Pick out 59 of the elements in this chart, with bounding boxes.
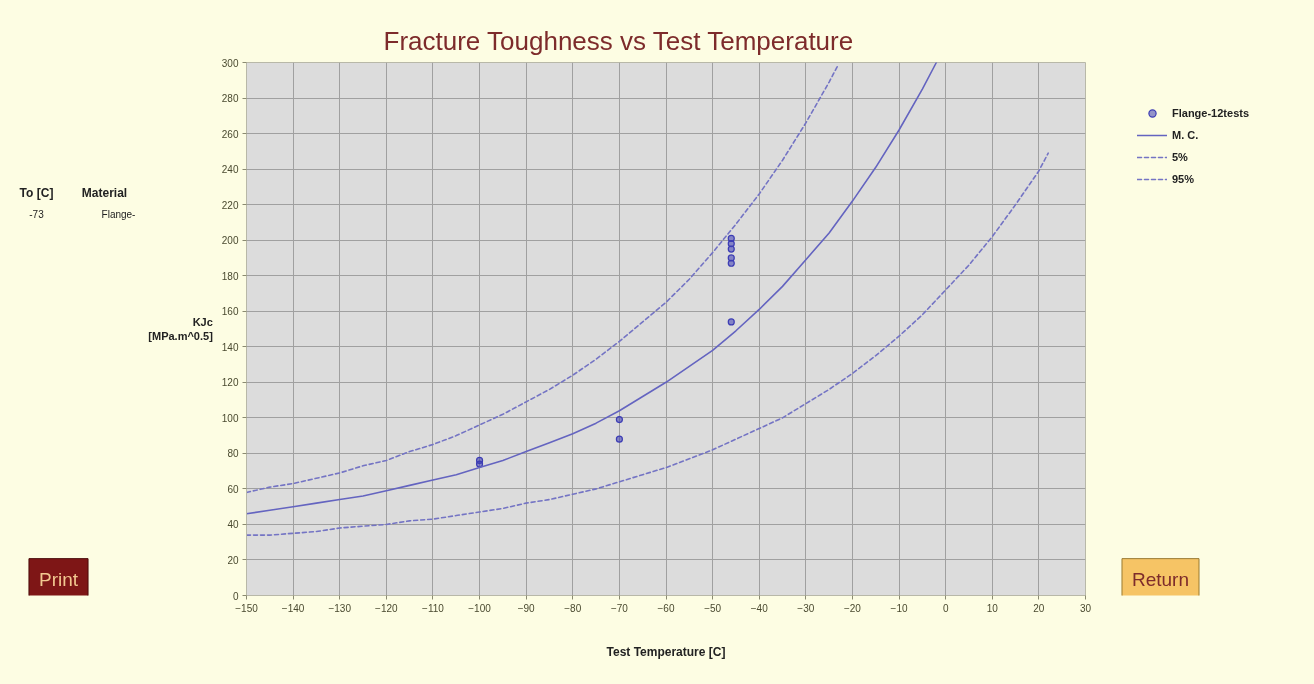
x-tick-label: −130 — [328, 602, 352, 614]
y-tick-label: 40 — [227, 519, 239, 531]
y-tick-label: 280 — [221, 93, 239, 105]
y-tick-label: 200 — [221, 235, 239, 247]
y-tick-label: 20 — [227, 554, 239, 566]
x-tick-label: −150 — [235, 602, 259, 614]
y-tick-label: 120 — [221, 377, 239, 389]
y-tick-label: 60 — [227, 483, 239, 495]
y-tick-label: 0 — [232, 590, 239, 602]
text: Return — [1131, 568, 1190, 590]
text: Print — [38, 568, 79, 590]
x-tick-label: −10 — [890, 602, 908, 614]
legend-label: Flange-12tests — [1172, 107, 1250, 119]
x-tick-label: −90 — [517, 602, 536, 614]
y-tick-label: 240 — [221, 164, 239, 176]
chart-title: Fracture Toughness vs Test Temperature — [383, 25, 854, 56]
x-tick-label: −80 — [564, 602, 582, 614]
y-tick-label: 300 — [221, 57, 239, 69]
point — [727, 240, 735, 248]
point — [727, 254, 735, 262]
point — [727, 259, 735, 267]
x-tick-label: −100 — [468, 602, 492, 614]
x-tick-label: 20 — [1033, 602, 1045, 614]
x-tick-label: −40 — [750, 602, 769, 614]
point — [727, 318, 735, 326]
text: -73 — [29, 209, 45, 221]
y-tick-label: 260 — [221, 128, 239, 140]
x-tick-label: −140 — [281, 602, 305, 614]
x-tick-label: 0 — [942, 602, 949, 614]
point — [475, 460, 484, 468]
y-tick-label: 180 — [221, 270, 239, 282]
x-tick-label: −120 — [375, 602, 399, 614]
text: Flange- — [101, 208, 136, 220]
x-tick-label: −70 — [610, 602, 629, 614]
legend-label: M. C. — [1172, 129, 1199, 141]
legend-label: 5% — [1172, 151, 1189, 163]
y-axis-title: KJc [MPa.m^0.5] — [148, 315, 214, 343]
point — [615, 435, 623, 443]
line-series — [246, 63, 840, 494]
x-tick-label: −30 — [797, 602, 815, 614]
legend-label: 95% — [1172, 173, 1195, 185]
x-tick-label: 10 — [986, 602, 999, 614]
text: To [C] — [19, 186, 54, 201]
point — [615, 416, 623, 424]
y-tick-label: 220 — [221, 199, 239, 211]
x-tick-label: 30 — [1079, 602, 1092, 614]
x-tick-label: −20 — [843, 602, 862, 614]
y-tick-label: 140 — [221, 341, 239, 353]
y-tick-label: 100 — [221, 412, 239, 424]
x-tick-label: −60 — [657, 602, 675, 614]
x-tick-label: −50 — [704, 602, 722, 614]
point — [727, 245, 735, 253]
line-series — [246, 62, 938, 515]
y-tick-label: 160 — [221, 306, 239, 318]
text: Material — [81, 186, 128, 201]
y-tick-label: 80 — [227, 448, 239, 460]
x-tick-label: −110 — [422, 602, 445, 614]
x-axis-title: Test Temperature [C] — [606, 644, 726, 659]
line-series — [246, 152, 1050, 536]
